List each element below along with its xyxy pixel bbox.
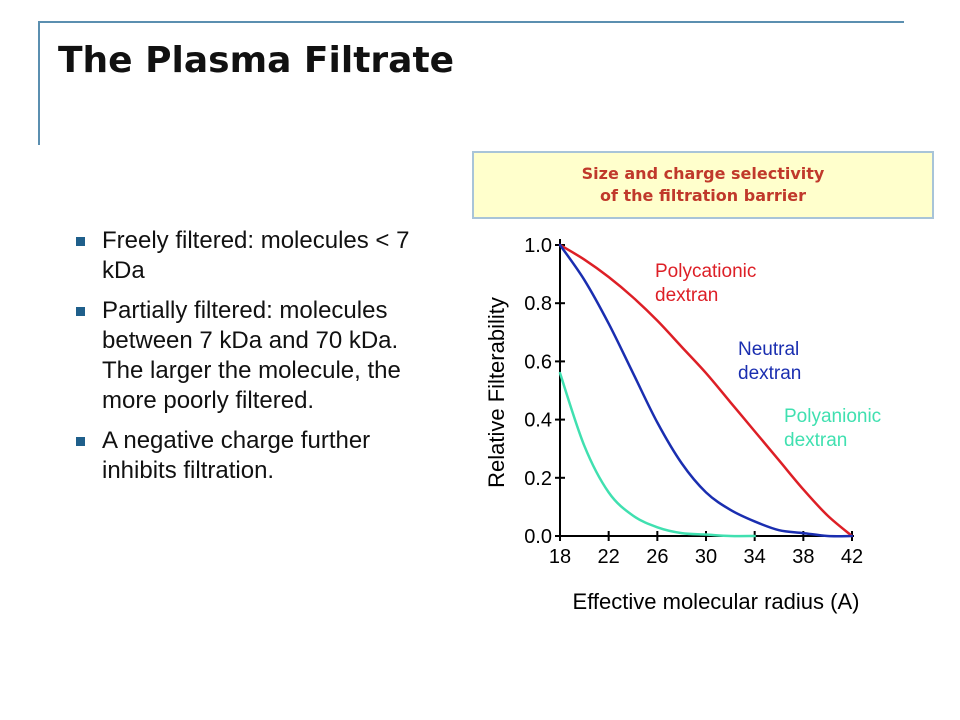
x-tick-label: 26 <box>646 546 668 568</box>
x-tick-label: 30 <box>695 546 717 568</box>
filterability-chart: 0.0 0.2 0.4 0.6 0.8 1.0 18 22 26 30 34 38 42 Effectiv… <box>484 235 881 614</box>
neutral-dextran-line <box>558 243 854 538</box>
x-tick-label: 18 <box>549 546 571 568</box>
polyanionic-dextran-line <box>558 371 756 538</box>
y-tick-label: 0.2 <box>524 468 552 490</box>
polycationic-dextran-label: Polycationic <box>655 261 756 282</box>
y-tick-label: 0.6 <box>524 351 552 373</box>
x-tick-label: 34 <box>744 546 766 568</box>
bullet-item: A negative charge further inhibits filtr… <box>64 426 444 486</box>
square-bullet-icon <box>76 307 85 316</box>
bullet-text: Freely filtered: molecules < 7 kDa <box>102 227 410 284</box>
slide-frame-top-rule <box>38 21 904 23</box>
bullet-text: A negative charge further inhibits filtr… <box>102 427 371 484</box>
neutral-dextran-label: Neutral <box>738 339 799 360</box>
y-axis-title: Relative Filterability <box>484 297 509 488</box>
neutral-dextran-label: dextran <box>738 363 801 384</box>
slide-frame-left-rule <box>38 21 40 145</box>
bullet-list: Freely filtered: molecules < 7 kDa Parti… <box>64 226 444 496</box>
polycationic-dextran-label: dextran <box>655 285 718 306</box>
slide-title: The Plasma Filtrate <box>58 40 455 81</box>
x-tick-label: 22 <box>598 546 620 568</box>
chart-caption-line-1: Size and charge selectivity <box>581 164 825 183</box>
y-tick-label: 0.4 <box>524 410 552 432</box>
square-bullet-icon <box>76 437 85 446</box>
square-bullet-icon <box>76 237 85 246</box>
y-tick-label: 1.0 <box>524 235 552 257</box>
polycationic-dextran-line <box>558 243 854 538</box>
bullet-text: Partially filtered: molecules between 7 … <box>102 297 401 414</box>
x-tick-label: 38 <box>792 546 814 568</box>
chart-caption-box: Size and charge selectivity of the filtr… <box>472 151 934 219</box>
y-tick-label: 0.8 <box>524 293 552 315</box>
y-tick-label: 0.0 <box>524 526 552 548</box>
x-axis-title: Effective molecular radius (A) <box>573 589 860 614</box>
chart-caption-line-2: of the filtration barrier <box>599 186 806 205</box>
x-tick-label: 42 <box>841 546 863 568</box>
bullet-item: Freely filtered: molecules < 7 kDa <box>64 226 444 286</box>
polyanionic-dextran-label: Polyanionic <box>784 406 881 427</box>
bullet-item: Partially filtered: molecules between 7 … <box>64 296 444 416</box>
polyanionic-dextran-label: dextran <box>784 430 847 451</box>
